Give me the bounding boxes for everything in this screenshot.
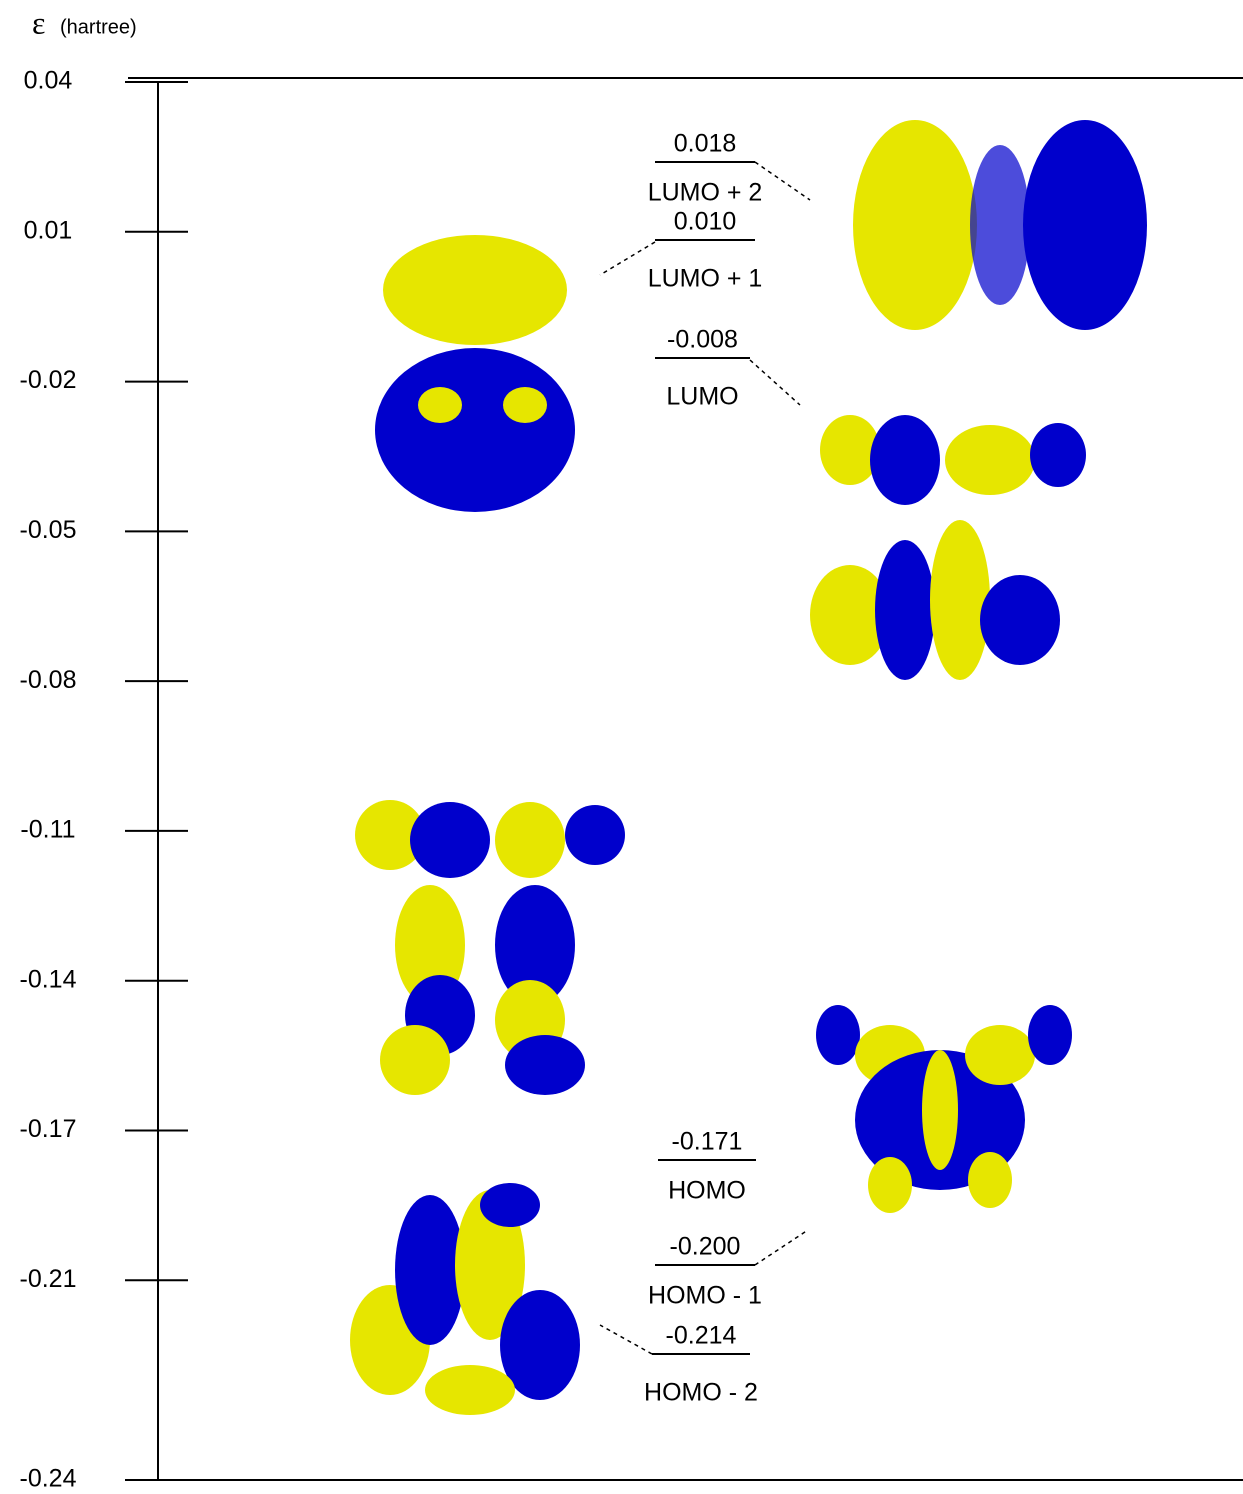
y-tick-label: -0.14 <box>20 965 77 993</box>
y-tick-label: -0.24 <box>20 1465 77 1493</box>
y-tick-label: -0.05 <box>20 516 77 544</box>
level-name: HOMO <box>668 1177 746 1205</box>
orbital-homo-2 <box>350 1183 580 1415</box>
level-value: -0.200 <box>670 1233 741 1261</box>
y-tick-label: -0.17 <box>20 1115 77 1143</box>
level-value: -0.214 <box>666 1322 737 1350</box>
y-tick-label: 0.01 <box>24 216 73 244</box>
orbital-lumo-2 <box>853 120 1147 330</box>
y-tick-label: -0.08 <box>20 666 77 694</box>
level-value: 0.010 <box>674 208 737 236</box>
orbital-homo <box>355 800 625 1095</box>
level-name: LUMO + 1 <box>648 265 763 293</box>
level-value: -0.008 <box>667 326 738 354</box>
orbital-images <box>350 120 1147 1415</box>
y-tick-label: -0.02 <box>20 366 77 394</box>
y-tick-label: -0.11 <box>20 816 75 844</box>
y-tick-label: -0.21 <box>20 1265 77 1293</box>
y-tick-label: 0.04 <box>24 67 73 95</box>
y-label: ε <box>32 4 45 40</box>
level-name: LUMO + 2 <box>648 179 763 207</box>
orbital-lumo <box>810 415 1086 680</box>
level-name: HOMO - 1 <box>648 1282 762 1310</box>
chart: ε (hartree) 0.04 0.01 -0.02 -0.05 -0.08 -0.11… <box>0 0 1243 1494</box>
y-unit: (hartree) <box>60 16 137 38</box>
level-value: -0.171 <box>672 1128 743 1156</box>
level-name: HOMO - 2 <box>644 1379 758 1407</box>
level-name: LUMO <box>666 383 738 411</box>
level-value: 0.018 <box>674 130 737 158</box>
orbital-homo-1 <box>816 1005 1072 1213</box>
orbital-lumo-1 <box>375 235 575 512</box>
